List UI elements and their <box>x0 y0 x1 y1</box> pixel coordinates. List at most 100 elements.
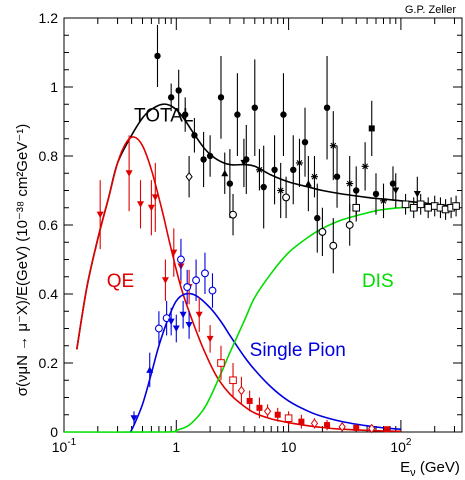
data-point <box>206 135 214 177</box>
data-point <box>167 307 175 336</box>
marker <box>424 203 432 212</box>
y-tick-label: 1.2 <box>39 10 59 26</box>
marker <box>217 94 225 101</box>
data-point <box>368 423 376 434</box>
data-point <box>237 376 246 405</box>
data-point <box>195 297 203 332</box>
data-point <box>191 118 198 153</box>
marker <box>282 193 291 202</box>
marker <box>179 311 187 319</box>
data-point <box>255 149 263 191</box>
marker <box>304 180 312 187</box>
marker <box>329 142 337 150</box>
marker <box>298 418 305 425</box>
marker <box>392 187 400 194</box>
data-point <box>154 24 161 87</box>
x-tick-label: 1 <box>172 439 180 455</box>
y-tick-label: 0.6 <box>39 217 59 233</box>
data-point <box>183 269 192 305</box>
data-point <box>271 135 278 205</box>
marker <box>185 171 193 182</box>
marker <box>333 173 341 180</box>
data-point <box>318 207 327 257</box>
data-point <box>167 83 175 112</box>
data-point <box>277 162 285 219</box>
marker <box>237 385 246 396</box>
marker <box>176 255 185 264</box>
y-tick-label: 0.2 <box>39 355 59 371</box>
marker <box>229 376 237 385</box>
marker <box>167 94 175 101</box>
marker <box>167 318 175 326</box>
marker <box>372 190 380 198</box>
data-point <box>310 156 318 198</box>
series-label-qe: QE <box>107 271 134 292</box>
marker <box>368 423 376 434</box>
marker <box>260 183 267 191</box>
data-point <box>353 424 360 432</box>
data-point <box>284 411 293 426</box>
data-point <box>240 138 248 188</box>
marker <box>221 169 229 177</box>
marker <box>301 139 309 146</box>
marker <box>185 322 193 329</box>
marker <box>295 159 303 167</box>
x-axis-label: Eν (GeV) <box>400 459 460 479</box>
data-point <box>201 252 209 294</box>
marker <box>413 190 421 198</box>
marker <box>137 201 145 208</box>
plot-frame <box>63 17 463 433</box>
data-point <box>392 173 400 208</box>
data-point <box>251 59 258 156</box>
marker <box>310 173 318 181</box>
x-tick-label: 102 <box>390 437 412 455</box>
data-point <box>151 162 159 232</box>
marker <box>146 366 154 373</box>
data-point <box>181 97 189 132</box>
marker <box>290 166 297 173</box>
data-points-layer <box>96 24 460 434</box>
series-labels-layer: TOTAL QE DIS Single Pion <box>107 106 394 362</box>
marker <box>329 241 338 250</box>
marker <box>361 162 369 170</box>
marker <box>274 411 281 418</box>
series-label-single-pion: Single Pion <box>250 340 346 361</box>
x-axis-label-sub: ν <box>410 467 416 479</box>
data-point <box>290 135 297 205</box>
data-point <box>424 197 432 219</box>
data-point <box>176 238 185 281</box>
curve-qe <box>76 136 401 433</box>
marker <box>352 203 361 212</box>
data-point <box>185 156 193 198</box>
marker <box>353 187 360 194</box>
data-point <box>229 363 237 398</box>
marker <box>154 324 163 333</box>
x-axis-label-unit: (GeV) <box>416 459 460 476</box>
data-point <box>352 193 361 222</box>
marker <box>318 227 327 236</box>
marker <box>206 152 214 160</box>
data-point <box>345 204 354 246</box>
marker <box>409 203 418 212</box>
marker <box>161 277 169 284</box>
data-point <box>323 55 331 160</box>
marker <box>192 276 201 285</box>
data-point <box>416 193 425 215</box>
x-tick-label: 10 <box>281 439 297 455</box>
data-point <box>409 197 418 219</box>
marker <box>183 283 192 292</box>
curve-dis <box>63 206 455 433</box>
marker <box>170 249 178 257</box>
data-point <box>361 142 369 191</box>
data-point <box>172 314 180 343</box>
y-tick-label: 0.8 <box>39 148 59 164</box>
data-point <box>380 183 388 219</box>
x-axis-label-main: E <box>400 459 410 476</box>
marker <box>217 359 225 367</box>
data-point <box>130 411 138 426</box>
marker <box>277 187 285 194</box>
data-point <box>170 228 178 277</box>
curve-single-pion <box>129 292 401 433</box>
marker <box>324 422 331 429</box>
data-point <box>282 176 291 219</box>
